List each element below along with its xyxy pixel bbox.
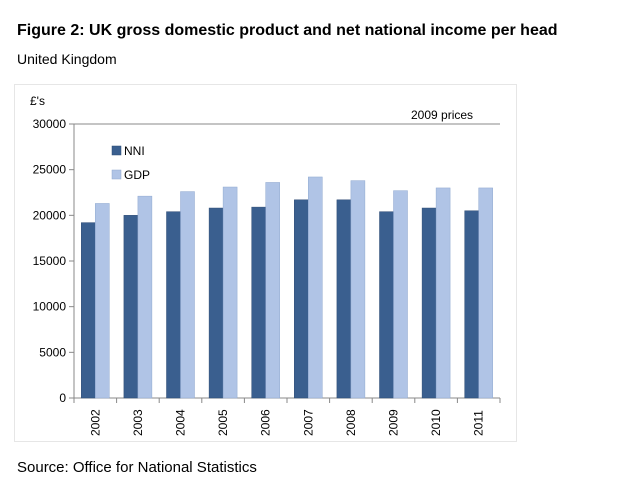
x-axis-labels: 2002 2003 2004 2005 2006 2007 2008 2009 2010 2011 [88, 409, 485, 436]
bar-gdp-2002 [95, 203, 110, 399]
bar-nni-2011 [464, 210, 479, 399]
bar-nni-2008 [336, 199, 352, 399]
y-axis-ticks: 0 5000 10000 15000 20000 25000 30000 [33, 117, 74, 405]
figure-title: Figure 2: UK gross domestic product and … [17, 22, 558, 39]
bar-nni-2009 [379, 211, 394, 399]
y-tick-label: 15000 [33, 254, 67, 268]
x-tick-label: 2002 [88, 409, 102, 436]
legend-swatch-gdp [111, 169, 122, 180]
bar-gdp-2008 [350, 180, 366, 399]
y-tick-label: 25000 [33, 163, 67, 177]
y-tick-label: 20000 [33, 208, 67, 222]
prices-annotation: 2009 prices [411, 108, 473, 122]
y-tick-label: 0 [59, 391, 66, 405]
y-tick-label: 5000 [39, 345, 66, 359]
legend-label-gdp: GDP [124, 168, 150, 182]
legend-label-nni: NNI [124, 144, 145, 158]
bar-nni-2004 [166, 211, 181, 399]
bar-nni-2003 [123, 215, 139, 399]
bar-nni-2010 [421, 207, 437, 399]
bar-gdp-2011 [478, 187, 493, 399]
x-tick-label: 2006 [259, 409, 273, 436]
bar-nni-2007 [294, 199, 309, 399]
x-tick-label: 2004 [174, 409, 188, 436]
bar-gdp-2003 [137, 195, 153, 399]
x-tick-label: 2010 [429, 409, 443, 436]
x-tick-label: 2007 [301, 409, 315, 436]
figure-subtitle: United Kingdom [17, 51, 117, 67]
chart-legend: NNI GDP [111, 144, 150, 182]
y-axis-label: £'s [30, 94, 45, 108]
figure-source: Source: Office for National Statistics [17, 459, 257, 476]
bar-nni-2005 [208, 207, 224, 399]
bar-gdp-2005 [222, 186, 238, 399]
y-tick-label: 30000 [33, 117, 67, 131]
bar-nni-2006 [251, 206, 266, 399]
chart-bars [81, 176, 493, 399]
bar-gdp-2004 [180, 191, 195, 399]
legend-swatch-nni [111, 145, 122, 156]
bar-nni-2002 [81, 222, 96, 399]
y-tick-label: 10000 [33, 300, 67, 314]
bar-gdp-2010 [435, 187, 451, 399]
bar-gdp-2007 [308, 176, 323, 399]
x-tick-label: 2005 [216, 409, 230, 436]
x-tick-label: 2011 [472, 410, 486, 436]
chart-frame [14, 84, 517, 442]
x-tick-label: 2003 [131, 409, 145, 436]
x-tick-label: 2009 [387, 409, 401, 436]
x-tick-label: 2008 [344, 409, 358, 436]
bar-gdp-2009 [393, 190, 408, 399]
bar-gdp-2006 [265, 182, 280, 399]
